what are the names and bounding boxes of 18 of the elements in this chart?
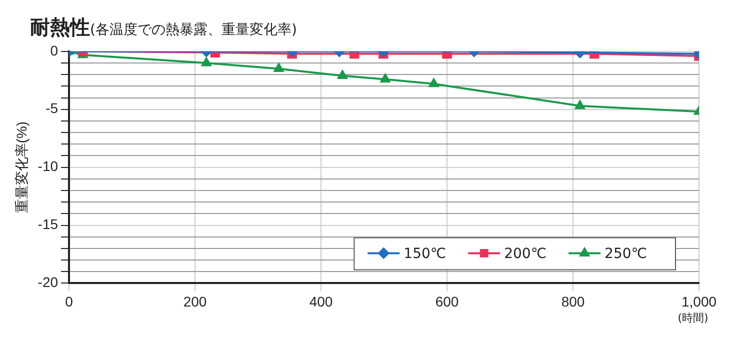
y-tick-label: 0 bbox=[50, 42, 58, 58]
x-axis-title: (時間) bbox=[678, 312, 708, 325]
legend-label: 150℃ bbox=[404, 246, 446, 262]
x-tick-label: 1,000 bbox=[681, 293, 717, 310]
legend-label: 200℃ bbox=[504, 246, 547, 262]
x-tick-label: 400 bbox=[309, 293, 333, 310]
chart-title: 耐熱性 bbox=[30, 15, 90, 39]
legend-label: 250℃ bbox=[604, 246, 648, 262]
x-tick-label: 600 bbox=[435, 293, 459, 310]
y-tick-label: -15 bbox=[38, 216, 58, 232]
y-tick-label: -10 bbox=[38, 158, 58, 174]
x-tick-label: 200 bbox=[183, 293, 207, 310]
y-tick-label: -20 bbox=[38, 274, 58, 290]
chart-subtitle: (各温度での熱暴露、重量変化率) bbox=[90, 22, 297, 38]
x-tick-label: 800 bbox=[561, 293, 585, 310]
x-tick-label: 0 bbox=[65, 293, 74, 310]
y-tick-label: -5 bbox=[46, 100, 58, 116]
y-axis-title: 重量変化率(%) bbox=[13, 121, 30, 214]
